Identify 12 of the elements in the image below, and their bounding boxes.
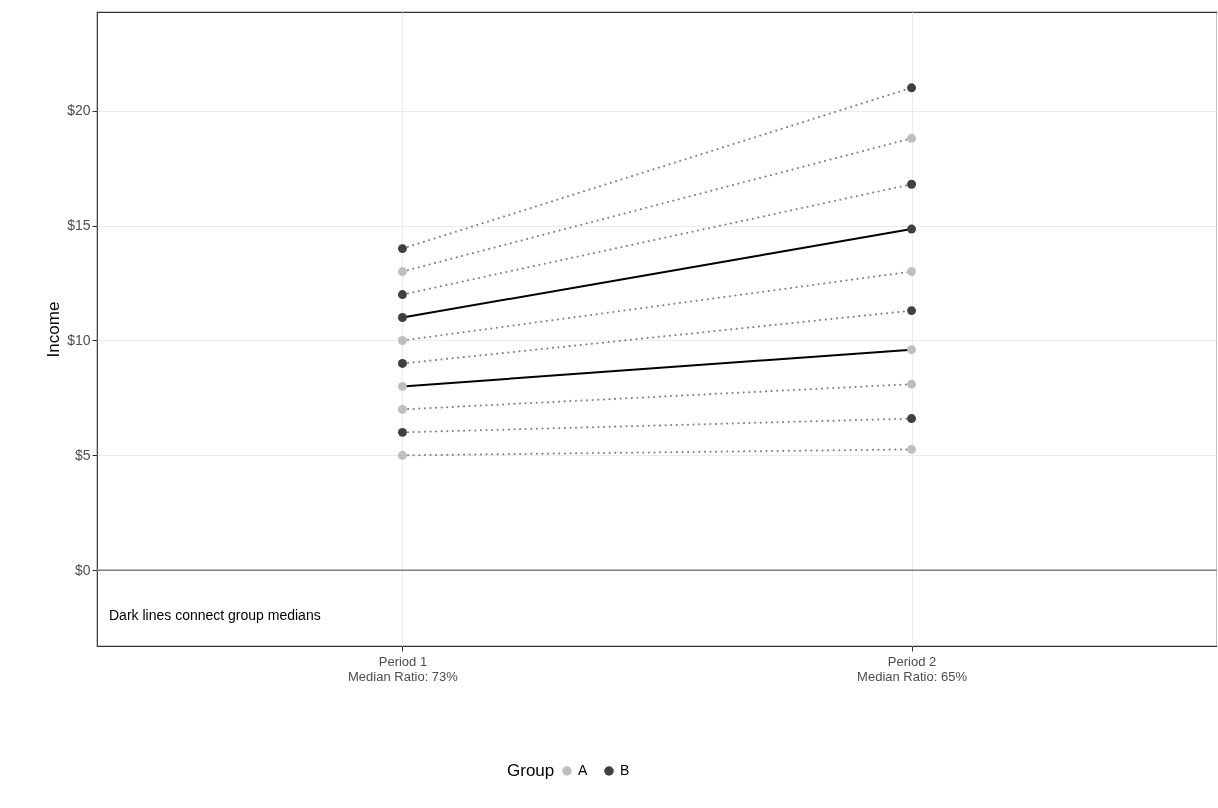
x-tick-label: Period 1 Median Ratio: 73% [348, 653, 459, 684]
y-tick-label: $5 [74, 446, 91, 463]
y-tick-label: $0 [74, 561, 91, 578]
y-tick-label: $10 [67, 331, 91, 348]
y-tick-label: $20 [67, 102, 91, 119]
y-tick-label: $15 [67, 217, 91, 234]
legend-title: Group [507, 761, 555, 780]
y-axis-title: Income [44, 301, 64, 358]
annotation: Dark lines connect group medians [109, 607, 321, 623]
x-tick-label: Period 2 Median Ratio: 65% [857, 653, 968, 684]
legend-label: B [620, 762, 630, 778]
legend-label: A [578, 762, 588, 778]
